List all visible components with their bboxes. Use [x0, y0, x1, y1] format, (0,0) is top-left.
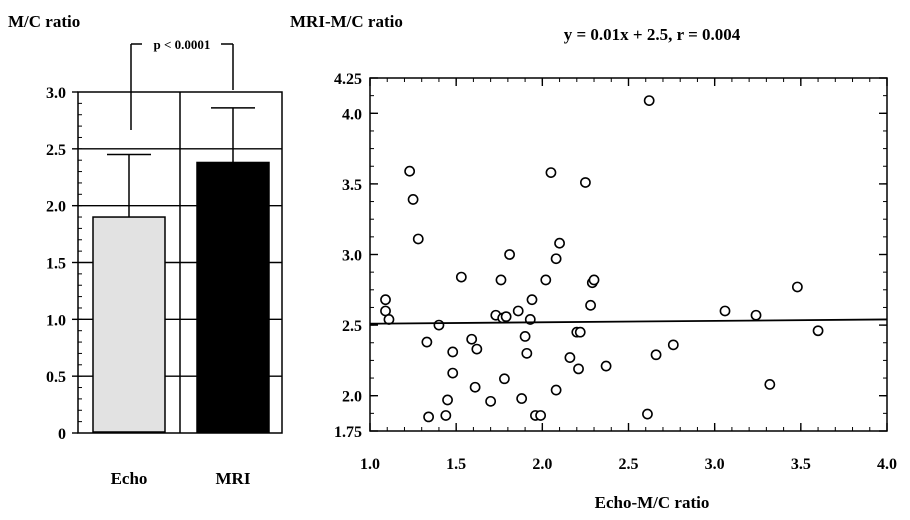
- scatter-point: [588, 274, 600, 286]
- scatter-point: [650, 349, 662, 361]
- scatter-ytick-label: 1.75: [334, 424, 362, 441]
- scatter-ytick-label: 3.5: [342, 177, 362, 194]
- bar-ytick-label: 3.0: [46, 85, 66, 102]
- scatter-point: [512, 305, 524, 317]
- scatter-xtick-label: 1.0: [360, 456, 380, 473]
- bar-echo: [92, 216, 166, 433]
- bar-chart-ylabel: M/C ratio: [8, 12, 80, 31]
- bar-ytick-label: 1.5: [46, 256, 66, 273]
- scatter-xtick-label: 2.0: [532, 456, 552, 473]
- scatter-point: [447, 367, 459, 379]
- scatter-ytick-label: 4.25: [334, 71, 362, 88]
- bar-mri: [196, 161, 270, 433]
- scatter-xtick-label: 2.5: [619, 456, 639, 473]
- bar-ytick-label: 1.0: [46, 312, 66, 329]
- bar-ytick-label: 2.0: [46, 199, 66, 216]
- scatter-point: [504, 249, 515, 260]
- scatter-point: [535, 410, 547, 421]
- scatter-point: [791, 281, 803, 293]
- scatter-point: [423, 411, 434, 423]
- scatter-point: [440, 410, 452, 421]
- scatter-point: [519, 330, 531, 342]
- scatter-point: [485, 395, 497, 407]
- scatter-point: [574, 326, 586, 338]
- scatter-point: [550, 384, 562, 396]
- scatter-point: [455, 271, 467, 283]
- scatter-point: [407, 194, 419, 205]
- regression-line: [369, 318, 888, 325]
- scatter-ytick-label: 4.0: [342, 106, 362, 123]
- scatter-point: [554, 237, 565, 249]
- scatter-xtick-label: 4.0: [877, 456, 897, 473]
- scatter-point: [585, 299, 596, 311]
- scatter-point: [812, 325, 824, 337]
- scatter-point: [526, 294, 538, 306]
- p-value-annotation: p < 0.0001: [154, 37, 211, 52]
- bar-category-label: Echo: [111, 469, 148, 488]
- scatter-point: [433, 319, 445, 331]
- scatter-point: [642, 408, 653, 420]
- scatter-xtick-label: 3.0: [705, 456, 725, 473]
- scatter-point: [600, 360, 612, 372]
- scatter-point: [750, 309, 762, 321]
- scatter-point: [471, 343, 483, 355]
- scatter-ytick-label: 3.0: [342, 248, 362, 265]
- significance-bracket: p < 0.0001: [130, 37, 234, 130]
- scatter-point: [500, 311, 512, 323]
- scatter-point: [447, 346, 459, 358]
- scatter-point: [667, 339, 679, 351]
- scatter-point: [643, 95, 655, 106]
- scatter-point: [466, 333, 478, 345]
- scatter-point: [404, 165, 416, 177]
- scatter-xtick-label: 3.5: [791, 456, 811, 473]
- scatter-point: [764, 379, 776, 390]
- scatter-ytick-label: 2.5: [342, 318, 362, 335]
- scatter-ylabel: MRI-M/C ratio: [290, 12, 403, 31]
- scatter-ytick-label: 2.0: [342, 389, 362, 406]
- scatter-point: [499, 373, 510, 385]
- scatter-point: [421, 336, 433, 348]
- scatter-point: [573, 363, 584, 375]
- bar-chart: M/C ratio 0 0.5 1.0 1.5 2.0 2.5 3.0 Echo MRI p …: [8, 12, 283, 488]
- scatter-frame: [369, 77, 888, 432]
- scatter-title: y = 0.01x + 2.5, r = 0.004: [564, 25, 741, 44]
- scatter-point: [380, 294, 391, 306]
- scatter-point: [564, 352, 576, 363]
- scatter-point: [495, 274, 507, 286]
- scatter-point: [442, 394, 453, 406]
- scatter-xlabel: Echo-M/C ratio: [595, 493, 710, 512]
- scatter-point: [719, 305, 731, 317]
- scatter-point: [469, 381, 481, 393]
- bar-ytick-label: 2.5: [46, 142, 66, 159]
- scatter-point: [516, 393, 528, 404]
- scatter-point: [540, 274, 552, 286]
- scatter-point: [545, 167, 557, 179]
- scatter-point: [580, 177, 591, 188]
- bar-ytick-label: 0: [58, 426, 66, 443]
- scatter-point: [550, 253, 562, 265]
- scatter-chart: MRI-M/C ratio y = 0.01x + 2.5, r = 0.004…: [290, 12, 897, 512]
- bar-ytick-label: 0.5: [46, 369, 66, 386]
- scatter-xtick-label: 1.5: [446, 456, 466, 473]
- scatter-point: [521, 347, 533, 359]
- scatter-point: [412, 233, 424, 245]
- bar-category-label: MRI: [216, 469, 251, 488]
